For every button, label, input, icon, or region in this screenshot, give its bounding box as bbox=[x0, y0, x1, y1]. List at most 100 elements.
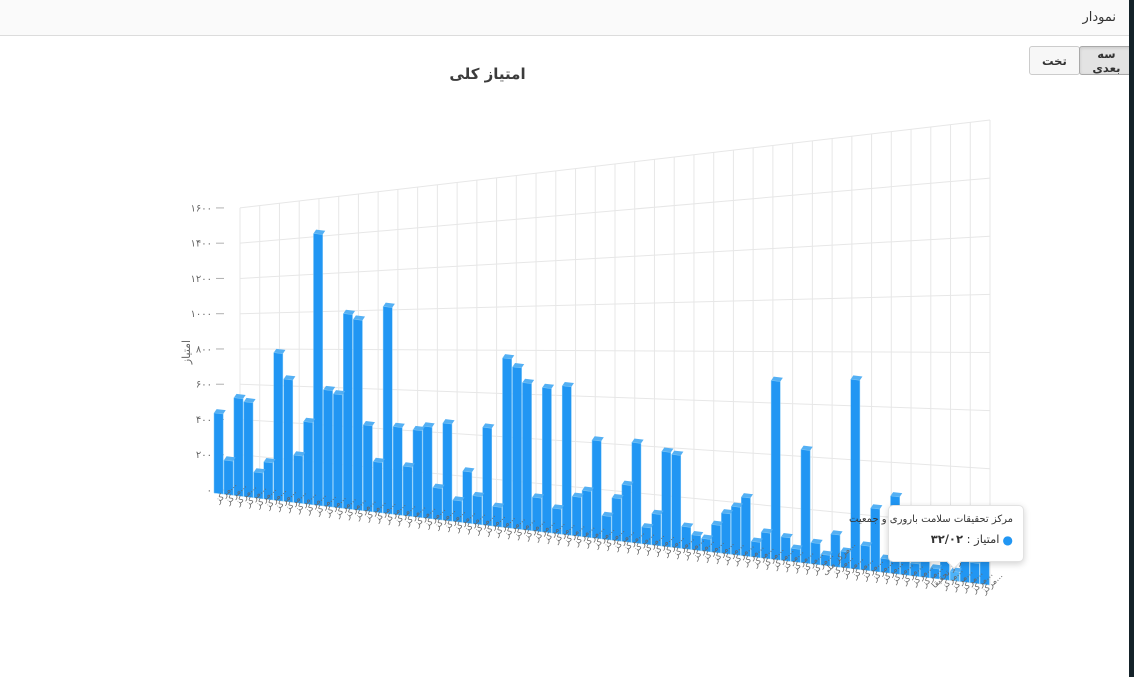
chart-bar-top bbox=[651, 509, 664, 515]
chart-bar-top bbox=[233, 393, 246, 399]
flat-view-button[interactable]: تخت bbox=[1029, 46, 1080, 75]
chart-bar[interactable] bbox=[492, 506, 502, 528]
chart-bar-top bbox=[333, 390, 346, 395]
chart-bar[interactable] bbox=[591, 439, 602, 540]
chart-bar[interactable] bbox=[561, 385, 572, 536]
chart-bar[interactable] bbox=[392, 426, 403, 516]
chart-bar[interactable] bbox=[711, 524, 721, 554]
chart-bar[interactable] bbox=[731, 505, 741, 556]
y-tick-label: ۶۰۰ bbox=[196, 380, 212, 391]
chart-bar-top bbox=[293, 451, 306, 457]
y-tick-label: ۱۰۰۰ bbox=[191, 309, 212, 320]
chart-bar-top bbox=[572, 492, 584, 498]
chart-bar[interactable] bbox=[671, 454, 682, 549]
chart-bar[interactable] bbox=[243, 401, 254, 498]
chart-bar[interactable] bbox=[750, 541, 761, 559]
chart-bar[interactable] bbox=[790, 548, 801, 563]
chart-bar[interactable] bbox=[741, 496, 751, 557]
chart-bar-top bbox=[522, 378, 535, 384]
chart-bar[interactable] bbox=[571, 496, 582, 537]
chart-bar[interactable] bbox=[263, 461, 274, 501]
chart-bar[interactable] bbox=[323, 389, 333, 508]
chart-bar-top bbox=[681, 522, 694, 528]
tooltip-point-name: مرکز تحقیقات سلامت باروری و جمعیت bbox=[849, 514, 1013, 525]
chart-bar[interactable] bbox=[522, 382, 532, 531]
tooltip-value-line: ●امتیاز : ۳۲/۰۲ bbox=[899, 532, 1013, 547]
chart-bar[interactable] bbox=[542, 387, 552, 534]
chart-bar[interactable] bbox=[651, 513, 662, 547]
chart-bar[interactable] bbox=[840, 550, 851, 569]
chart-bar[interactable] bbox=[552, 507, 562, 535]
chart-bar[interactable] bbox=[780, 536, 791, 562]
chart-bar[interactable] bbox=[621, 484, 632, 543]
view-toggle-group: تخت سه بعدی bbox=[1029, 46, 1134, 75]
three-d-view-button[interactable]: سه بعدی bbox=[1078, 46, 1134, 75]
chart-bar[interactable] bbox=[870, 507, 881, 573]
chart-bar[interactable] bbox=[601, 515, 612, 541]
chart-bar-top bbox=[850, 375, 863, 381]
chart-bar[interactable] bbox=[830, 533, 841, 568]
chart-bar[interactable] bbox=[343, 313, 353, 510]
chart-bar-top bbox=[691, 530, 704, 536]
chart-bar[interactable] bbox=[611, 497, 622, 542]
chart-bar[interactable] bbox=[681, 526, 691, 550]
chart-bar[interactable] bbox=[910, 562, 920, 577]
chart-bar[interactable] bbox=[402, 465, 413, 517]
tooltip-label: امتیاز : bbox=[962, 532, 1000, 546]
chart-bar-top bbox=[830, 530, 843, 536]
chart-bar[interactable] bbox=[472, 495, 483, 526]
chart-bar-top bbox=[363, 421, 375, 426]
chart-bar[interactable] bbox=[532, 496, 542, 533]
chart-bar[interactable] bbox=[283, 378, 294, 503]
chart-bar[interactable] bbox=[273, 352, 284, 502]
chart-bar[interactable] bbox=[253, 471, 264, 500]
chart-bar-top bbox=[810, 538, 823, 544]
chart-bar[interactable] bbox=[930, 567, 940, 580]
chart-bar[interactable] bbox=[233, 397, 244, 497]
chart-bar-top bbox=[562, 381, 574, 387]
chart-bar[interactable] bbox=[850, 378, 861, 570]
chart-bar[interactable] bbox=[382, 306, 393, 515]
chart-bar[interactable] bbox=[452, 499, 463, 523]
chart-bar[interactable] bbox=[800, 449, 811, 564]
chart-bar-top bbox=[393, 422, 405, 428]
chart-bar[interactable] bbox=[442, 422, 453, 522]
page-header: نمودار bbox=[0, 0, 1134, 36]
chart-bar[interactable] bbox=[462, 470, 473, 524]
chart-bar[interactable] bbox=[512, 366, 522, 530]
window-edge bbox=[1129, 0, 1134, 677]
chart-bar[interactable] bbox=[422, 425, 433, 520]
chart-bar[interactable] bbox=[223, 459, 234, 496]
chart-bar[interactable] bbox=[661, 451, 672, 548]
chart-bar[interactable] bbox=[353, 318, 363, 511]
chart-bar[interactable] bbox=[333, 393, 343, 509]
chart-bar[interactable] bbox=[820, 554, 831, 567]
chart-bar[interactable] bbox=[482, 426, 493, 527]
chart-bar[interactable] bbox=[372, 461, 383, 514]
chart-bar[interactable] bbox=[721, 512, 731, 555]
chart-bar[interactable] bbox=[362, 424, 373, 513]
chart-bar[interactable] bbox=[213, 412, 224, 495]
chart-bar-top bbox=[253, 468, 266, 474]
chart-bar[interactable] bbox=[770, 380, 781, 561]
chart-bar[interactable] bbox=[641, 526, 652, 546]
chart-bar-top bbox=[771, 376, 783, 382]
chart-bar[interactable] bbox=[969, 562, 980, 585]
chart-bar[interactable] bbox=[293, 454, 303, 504]
chart-bar[interactable] bbox=[691, 534, 701, 551]
chart-bar-top bbox=[870, 504, 883, 510]
chart-bar[interactable] bbox=[412, 429, 423, 518]
chart-bar[interactable] bbox=[860, 544, 871, 572]
chart-bar[interactable] bbox=[432, 487, 443, 521]
chart-bar[interactable] bbox=[949, 570, 960, 582]
chart-bar[interactable] bbox=[631, 442, 642, 544]
chart-bar-top bbox=[582, 486, 594, 492]
chart-bar-top bbox=[711, 520, 724, 526]
chart-bar[interactable] bbox=[810, 542, 821, 566]
chart-bar[interactable] bbox=[701, 538, 711, 553]
chart-bar[interactable] bbox=[303, 421, 313, 505]
chart-bar[interactable] bbox=[313, 233, 323, 507]
chart-bar[interactable] bbox=[581, 490, 592, 539]
chart-bar[interactable] bbox=[502, 357, 512, 529]
